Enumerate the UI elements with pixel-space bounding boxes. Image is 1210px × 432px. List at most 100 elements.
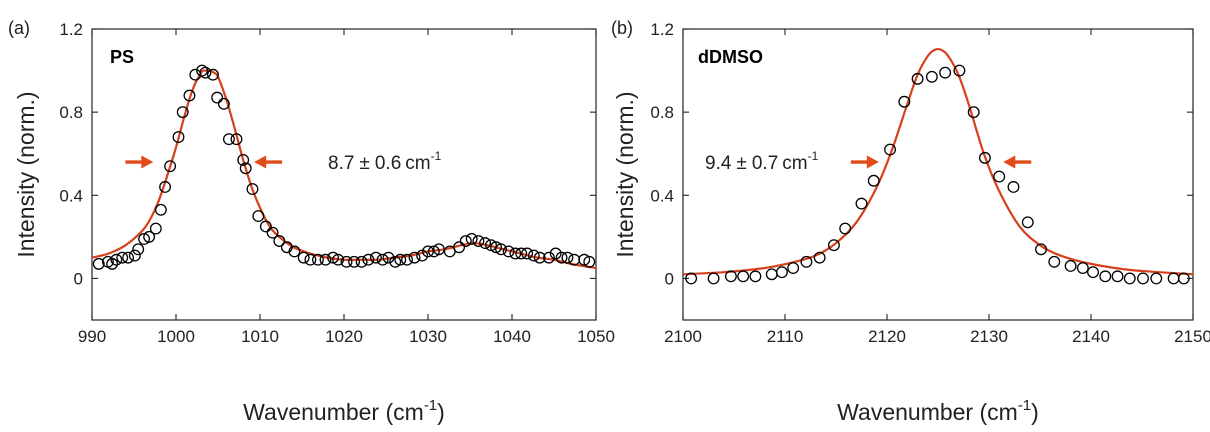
data-point [1177,272,1190,285]
x-tick-label: 2130 [970,327,1008,346]
data-point [1007,181,1020,193]
data-point [533,251,546,264]
y-tick-label: 0 [665,269,674,288]
data-point [1064,260,1077,272]
sample-label: dDMSO [698,47,763,67]
data-point [273,235,286,247]
y-tick-label: 1.2 [650,20,674,39]
annot-value: 9.4 [705,153,732,174]
data-point [839,222,852,235]
x-tick-label: 1030 [409,327,447,346]
data-point [490,241,502,254]
data-point [128,249,141,262]
annot-unit: cm [405,153,430,174]
data-point [376,253,389,266]
data-point [898,95,911,108]
annot-err: 0.7 [752,153,778,174]
data-point [1021,216,1034,229]
data-point [394,253,407,266]
data-point [724,270,737,283]
y-tick-label: 0.8 [59,103,83,122]
data-point [237,153,250,166]
data-point [765,268,778,281]
data-point [1150,272,1163,285]
data-point [159,181,172,193]
data-point [453,241,466,254]
data-point [106,257,119,270]
linewidth-annotation: 8.7 ±0.6 cm-1 [328,149,442,174]
y-tick-label: 1.2 [59,20,83,39]
data-point [132,243,145,256]
data-point [561,251,574,264]
data-point [92,257,105,270]
data-point [427,245,440,258]
data-point [211,91,224,104]
data-point [362,253,375,266]
annot-unit-exp: -1 [431,149,442,163]
panel-label: (b) [611,18,633,38]
data-point [348,255,361,268]
data-point [288,245,301,258]
data-point [543,251,555,264]
data-point [110,253,123,266]
data-point [422,245,434,258]
data-point [401,253,413,266]
data-point [749,270,762,283]
x-tick-label: 1010 [241,327,279,346]
data-point [685,272,698,285]
data-point [327,251,340,264]
data-point [549,247,562,260]
data-point [495,243,508,256]
data-point [416,249,429,262]
y-tick-label: 0.8 [650,103,674,122]
data-point [813,251,826,264]
data-point [967,106,980,119]
x-tick-label: 2120 [868,327,906,346]
data-point [266,226,279,239]
data-point [332,253,345,266]
panel-label: (a) [8,18,30,38]
data-point [502,245,515,258]
data-point [787,262,800,274]
data-point [855,197,868,210]
data-point [239,162,252,175]
fwhm-arrow-left-head [866,155,879,169]
fwhm-arrow-right-head [254,155,267,169]
data-point [1076,262,1089,274]
sample-label: PS [110,47,134,67]
x-axis-title: Wavenumber (cm-1) [243,397,445,425]
y-tick-label: 0.4 [59,186,83,205]
data-point [1123,272,1136,285]
data-point [485,239,497,252]
data-point [183,89,196,102]
data-point [319,253,332,266]
panel-b: 2100 2110 2120 2130 2140 2150 0 0.4 0.8 1.2 Wavenu… [611,18,1210,425]
y-tick-label: 0.4 [650,186,674,205]
plot-area [683,47,1193,285]
data-point [252,210,265,223]
data-point [432,243,445,256]
data-point [207,68,219,81]
x-tick-label: 1050 [577,327,615,346]
data-point [479,237,492,250]
data-point [217,97,230,110]
data-point [1048,255,1061,268]
data-point [304,253,317,266]
data-point [259,220,272,233]
data-point [867,174,880,187]
linewidth-annotation: 9.4 ±0.7 cm-1 [705,149,819,174]
data-point [521,247,534,260]
x-axis-title-close: ) [437,399,445,425]
data-point [116,251,129,264]
x-axis-title: Wavenumber (cm-1) [837,397,1039,425]
annot-pm: ± [359,153,369,174]
data-point [1099,270,1112,283]
annot-pm: ± [736,153,746,174]
data-point [993,170,1006,183]
data-point [340,255,353,268]
y-axis-title: Intensity (norm.) [13,91,39,257]
data-point [122,251,135,264]
y-axis-title: Intensity (norm.) [612,91,638,257]
data-point [911,72,924,85]
